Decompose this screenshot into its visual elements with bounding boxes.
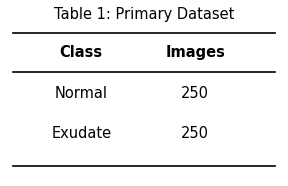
Text: Normal: Normal bbox=[55, 86, 108, 100]
Text: Table 1: Primary Dataset: Table 1: Primary Dataset bbox=[54, 7, 234, 22]
Text: Class: Class bbox=[60, 45, 103, 60]
Text: 250: 250 bbox=[181, 86, 209, 100]
Text: Images: Images bbox=[165, 45, 225, 60]
Text: Exudate: Exudate bbox=[51, 126, 111, 141]
Text: 250: 250 bbox=[181, 126, 209, 141]
